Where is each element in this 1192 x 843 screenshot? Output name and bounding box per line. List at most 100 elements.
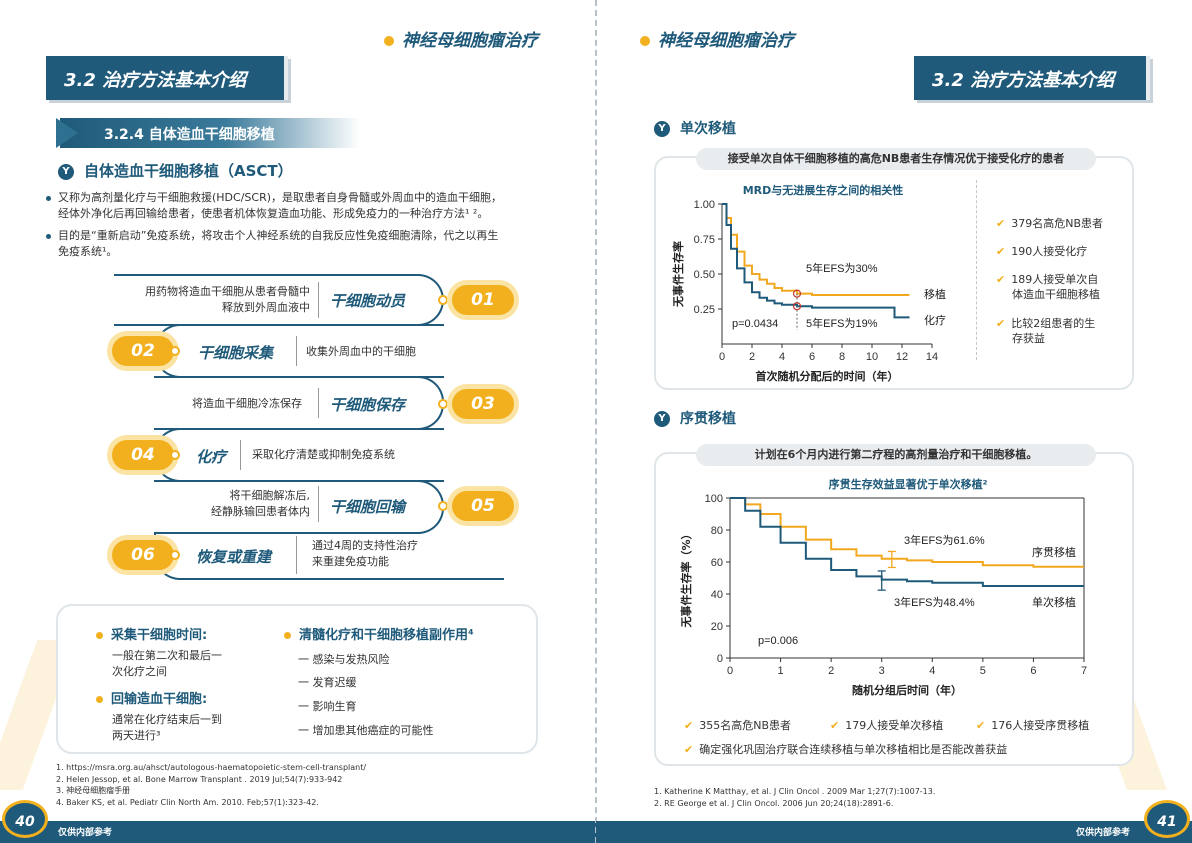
seq-chart-box: 计划在6个月内进行第二疗程的高剂量治疗和干细胞移植。 0 1 2 3 4 5 6 7 0 20 40… — [654, 444, 1134, 766]
series-label: 移植 — [924, 287, 946, 301]
step-desc: 将造血干细胞冷冻保存 — [192, 397, 302, 410]
step-desc-line: 用药物将造血干细胞从患者骨髓中 — [145, 285, 310, 298]
single-check-item: ✔ 379名高危NB患者 — [996, 216, 1103, 231]
step-desc-line: 通过4周的支持性治疗 — [312, 539, 418, 552]
seq-check-item: ✔ 176人接受序贯移植 — [976, 718, 1089, 733]
side-effect-item: 一 感染与发热风险 — [298, 653, 390, 666]
reference-item: 1. Katherine K Matthay, et al. J Clin On… — [654, 787, 936, 796]
header-title-text: 神经母细胞瘤治疗 — [402, 31, 538, 51]
step-desc: 采取化疗清楚或抑制免疫系统 — [252, 448, 395, 461]
step-desc: 用药物将造血干细胞从患者骨髓中释放到外周血液中 — [130, 284, 310, 316]
side-effects-title: 清髓化疗和干细胞移植副作用⁴ — [284, 624, 474, 643]
reference-item: 4. Baker KS, et al. Pediatr Clin North A… — [56, 797, 319, 807]
check-text: 189人接受单次自 — [1011, 273, 1099, 286]
side-effect-item: 一 增加患其他癌症的可能性 — [298, 724, 434, 737]
x-tick-label: 12 — [896, 351, 908, 363]
reference-item: 2. RE George et al. J Clin Oncol. 2006 J… — [654, 798, 894, 808]
separator — [296, 536, 297, 574]
check-text: 379名高危NB患者 — [1011, 217, 1103, 230]
collect-time-title: 采集干细胞时间: — [96, 624, 207, 643]
y-tick-label: 0 — [717, 653, 723, 665]
connector-knob — [438, 501, 448, 511]
subsection-title: 3.2.4 自体造血干细胞移植 — [104, 127, 275, 143]
connector-knob — [170, 550, 180, 560]
step-desc-line: 来重建免疫功能 — [312, 555, 389, 568]
y-tick-label: 0.25 — [694, 304, 715, 316]
y-tick-label: 60 — [711, 557, 723, 569]
check-icon: ✔ — [996, 217, 1006, 230]
subsection-bar: 3.2.4 自体造血干细胞移植 — [56, 118, 360, 148]
annotation: p=0.006 — [758, 635, 798, 647]
seq-check-item: ✔ 355名高危NB患者 — [684, 718, 791, 733]
reference-item: 1. https://msra.org.au/ahsct/autologous-… — [56, 763, 367, 772]
info-line: 一般在第二次和最后一 — [112, 649, 222, 662]
x-tick-label: 5 — [980, 665, 986, 677]
single-check-item: ✔ 189人接受单次自 体造血干细胞移植 — [996, 272, 1100, 302]
info-line: 两天进行³ — [112, 729, 161, 742]
check-text: 比较2组患者的生 — [1011, 317, 1096, 330]
y-axis-label: 无事件生存率（%） — [679, 528, 693, 628]
series-label: 化疗 — [924, 313, 946, 327]
connector-knob — [438, 399, 448, 409]
step-desc-line: 经静脉输回患者体内 — [211, 505, 310, 518]
x-tick-label: 3 — [879, 665, 885, 677]
bullet-line: 目的是“重新启动”免疫系统，将攻击个人神经系统的自我反应性免疫细胞清除，代之以再… — [58, 229, 499, 242]
side-effect-item: 一 发育迟缓 — [298, 676, 357, 689]
connector-knob — [170, 450, 180, 460]
section-title: 3.2 治疗方法基本介绍 — [914, 56, 1150, 100]
side-effects-title-text: 清髓化疗和干细胞移植副作用⁴ — [299, 628, 474, 643]
page-divider — [595, 0, 597, 843]
annotation: 5年EFS为30% — [806, 261, 878, 275]
footer-text: 仅供内部参考 — [1076, 828, 1131, 838]
annotation: 3年EFS为48.4% — [894, 595, 975, 609]
x-axis-label: 随机分组后时间（年） — [852, 683, 962, 697]
section-title: 3.2 治疗方法基本介绍 — [46, 56, 288, 100]
y-tick-label: 0.50 — [694, 269, 715, 281]
reinfuse-title-text: 回输造血干细胞: — [111, 692, 208, 707]
separator — [976, 180, 977, 360]
efs-chart-1: 0 2 4 6 8 10 12 14 0.25 0.50 0.75 1.00 首次随机分配后的时间（年）… — [671, 183, 946, 383]
separator — [318, 388, 319, 418]
chart-title: 序贯生存效益显著优于单次移植² — [829, 477, 988, 491]
header-title: 神经母细胞瘤治疗 — [640, 26, 794, 51]
section-title-text: 3.2 治疗方法基本介绍 — [932, 70, 1115, 91]
step-desc-line: 将干细胞解冻后, — [229, 489, 311, 502]
step-desc-line: 释放到外周血液中 — [222, 301, 310, 314]
chevron-icon — [56, 118, 78, 148]
separator — [318, 282, 319, 318]
check-text: 176人接受序贯移植 — [991, 719, 1090, 732]
series-label: 序贯移植 — [1032, 545, 1076, 559]
header-title: 神经母细胞瘤治疗 — [384, 26, 538, 51]
step-desc: 将干细胞解冻后, 经静脉输回患者体内 — [130, 488, 310, 520]
x-tick-label: 6 — [1030, 665, 1036, 677]
y-tick-label: 0.75 — [694, 234, 715, 246]
x-axis-label: 首次随机分配后的时间（年） — [756, 369, 899, 383]
references: 1. Katherine K Matthay, et al. J Clin On… — [654, 786, 935, 809]
x-tick-label: 2 — [749, 351, 755, 363]
check-text: 190人接受化疗 — [1011, 245, 1088, 258]
reinfuse-text: 通常在化疗结束后一到 两天进行³ — [112, 712, 222, 744]
x-tick-label: 6 — [809, 351, 815, 363]
x-tick-label: 4 — [779, 351, 785, 363]
x-tick-label: 4 — [929, 665, 935, 677]
marker-circle — [792, 289, 802, 298]
series-line — [722, 203, 910, 319]
single-chart-tab: 接受单次自体干细胞移植的高危NB患者生存情况优于接受化疗的患者 — [696, 148, 1096, 170]
connector-knob — [170, 346, 180, 356]
footer-bar: 仅供内部参考 — [0, 821, 596, 843]
dot-icon — [284, 632, 291, 639]
single-heading: Y 单次移植 — [654, 118, 736, 138]
step-label: 干细胞动员 — [330, 292, 406, 310]
dot-icon — [96, 632, 103, 639]
check-icon: ✔ — [684, 743, 694, 756]
check-icon: ✔ — [996, 317, 1006, 330]
seq-heading: Y 序贯移植 — [654, 408, 736, 428]
bullet-item: 目的是“重新启动”免疫系统，将攻击个人神经系统的自我反应性免疫细胞清除，代之以再… — [46, 228, 558, 260]
y-tick-label: 40 — [711, 589, 723, 601]
check-icon: ✔ — [976, 719, 986, 732]
asct-heading-text: 自体造血干细胞移植（ASCT） — [84, 162, 293, 180]
single-check-item: ✔ 190人接受化疗 — [996, 244, 1087, 259]
bullet-line: 免疫系统¹。 — [58, 245, 118, 258]
x-tick-label: 0 — [727, 665, 733, 677]
